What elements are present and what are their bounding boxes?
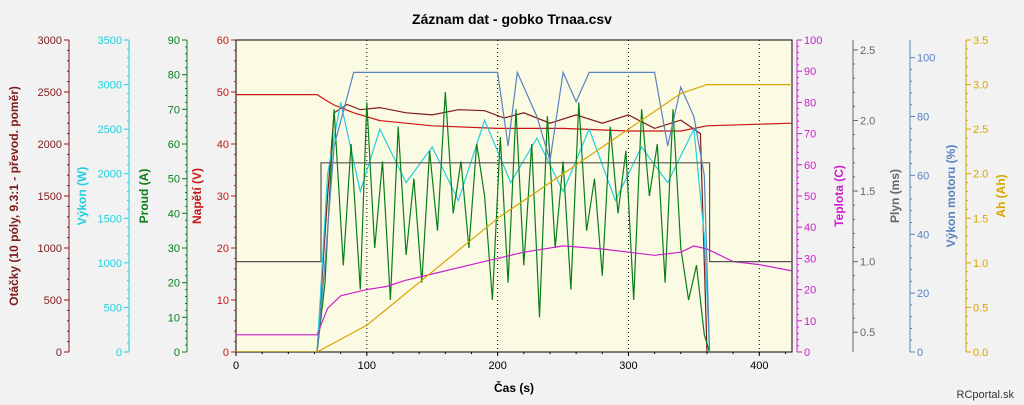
tick-label-vykon_motoru: 100 xyxy=(917,53,935,65)
tick-label-otacky: 3000 xyxy=(38,35,62,47)
series-line-teplota xyxy=(236,245,792,336)
x-tick-label: 300 xyxy=(619,360,637,372)
tick-label-vykon: 1000 xyxy=(98,258,122,270)
tick-label-teplota: 0 xyxy=(804,347,810,359)
tick-label-ah: 2.5 xyxy=(973,124,988,136)
tick-label-vykon: 2500 xyxy=(98,124,122,136)
tick-label-proud: 70 xyxy=(168,104,180,116)
tick-label-ah: 3.0 xyxy=(973,80,988,92)
tick-label-proud: 30 xyxy=(168,243,180,255)
tick-label-otacky: 1000 xyxy=(38,243,62,255)
tick-label-vykon_motoru: 40 xyxy=(917,229,929,241)
tick-label-teplota: 20 xyxy=(804,285,816,297)
tick-label-proud: 60 xyxy=(168,139,180,151)
tick-label-plyn: 2.5 xyxy=(860,45,875,57)
axes-group: 0 100 200 300 400050010001500200025003000Otá… xyxy=(7,35,1008,372)
tick-label-ah: 1.5 xyxy=(973,213,988,225)
tick-label-teplota: 90 xyxy=(804,66,816,78)
axis-title-vykon: Výkon (W) xyxy=(75,167,89,226)
tick-label-ah: 0.0 xyxy=(973,347,988,359)
tick-label-plyn: 1.0 xyxy=(860,257,875,269)
tick-label-ah: 3.5 xyxy=(973,35,988,47)
tick-label-napeti: 50 xyxy=(217,87,229,99)
plot-background xyxy=(235,39,793,353)
tick-label-otacky: 2500 xyxy=(38,87,62,99)
tick-label-vykon: 3000 xyxy=(98,80,122,92)
axis-title-plyn: Plyn (ms) xyxy=(888,169,902,223)
tick-label-napeti: 30 xyxy=(217,191,229,203)
tick-label-proud: 80 xyxy=(168,70,180,82)
axis-title-teplota: Teplota (C) xyxy=(832,165,846,227)
tick-label-napeti: 60 xyxy=(217,35,229,47)
x-tick-label: 200 xyxy=(488,360,506,372)
tick-label-teplota: 40 xyxy=(804,222,816,234)
series-group xyxy=(236,70,792,352)
series-line-napeti xyxy=(236,93,792,132)
series-line-otacky xyxy=(236,103,708,352)
tick-label-vykon_motoru: 60 xyxy=(917,170,929,182)
tick-label-vykon_motoru: 20 xyxy=(917,288,929,300)
tick-label-proud: 90 xyxy=(168,35,180,47)
axis-title-otacky: Otáčky (10 póly, 9.3:1 - převod. poměr) xyxy=(7,86,21,306)
tick-label-ah: 2.0 xyxy=(973,169,988,181)
tick-label-vykon: 1500 xyxy=(98,213,122,225)
tick-label-plyn: 0.5 xyxy=(860,327,875,339)
tick-label-napeti: 20 xyxy=(217,243,229,255)
series-line-ah xyxy=(236,83,792,352)
tick-label-vykon: 3500 xyxy=(98,35,122,47)
tick-label-teplota: 50 xyxy=(804,191,816,203)
x-tick-label: 400 xyxy=(750,360,768,372)
tick-label-proud: 40 xyxy=(168,208,180,220)
tick-label-napeti: 10 xyxy=(217,295,229,307)
tick-label-plyn: 2.0 xyxy=(860,115,875,127)
tick-label-proud: 50 xyxy=(168,174,180,186)
tick-label-proud: 0 xyxy=(174,347,180,359)
tick-label-vykon: 2000 xyxy=(98,169,122,181)
tick-label-vykon: 500 xyxy=(104,302,122,314)
tick-label-teplota: 80 xyxy=(804,97,816,109)
tick-label-napeti: 0 xyxy=(223,347,229,359)
tick-label-vykon: 0 xyxy=(116,347,122,359)
chart-title: Záznam dat - gobko Trnaa.csv xyxy=(412,11,612,27)
tick-label-otacky: 500 xyxy=(44,295,62,307)
tick-label-ah: 1.0 xyxy=(973,258,988,270)
series-line-proud xyxy=(236,91,711,352)
tick-label-teplota: 30 xyxy=(804,253,816,265)
tick-label-vykon_motoru: 0 xyxy=(917,347,923,359)
tick-label-ah: 0.5 xyxy=(973,302,988,314)
tick-label-teplota: 70 xyxy=(804,129,816,141)
tick-label-otacky: 0 xyxy=(56,347,62,359)
tick-label-napeti: 40 xyxy=(217,139,229,151)
tick-label-teplota: 60 xyxy=(804,160,816,172)
tick-label-plyn: 1.5 xyxy=(860,186,875,198)
tick-label-vykon_motoru: 80 xyxy=(917,112,929,124)
series-line-vykon_motoru xyxy=(236,70,711,352)
axis-title-ah: Ah (Ah) xyxy=(994,174,1008,217)
tick-label-otacky: 1500 xyxy=(38,191,62,203)
axis-title-vykon_motoru: Výkon motoru (%) xyxy=(944,145,958,248)
tick-label-proud: 20 xyxy=(168,278,180,290)
tick-label-teplota: 100 xyxy=(804,35,822,47)
tick-label-teplota: 10 xyxy=(804,316,816,328)
axis-title-napeti: Napětí (V) xyxy=(190,168,204,224)
x-tick-label: 100 xyxy=(358,360,376,372)
tick-label-proud: 10 xyxy=(168,312,180,324)
series-line-plyn xyxy=(236,162,792,263)
tick-label-otacky: 2000 xyxy=(38,139,62,151)
x-axis-label: Čas (s) xyxy=(494,380,534,395)
x-tick-label: 0 xyxy=(233,360,239,372)
series-line-vykon xyxy=(236,102,711,352)
watermark: RCportal.sk xyxy=(957,389,1015,401)
axis-title-proud: Proud (A) xyxy=(137,169,151,224)
